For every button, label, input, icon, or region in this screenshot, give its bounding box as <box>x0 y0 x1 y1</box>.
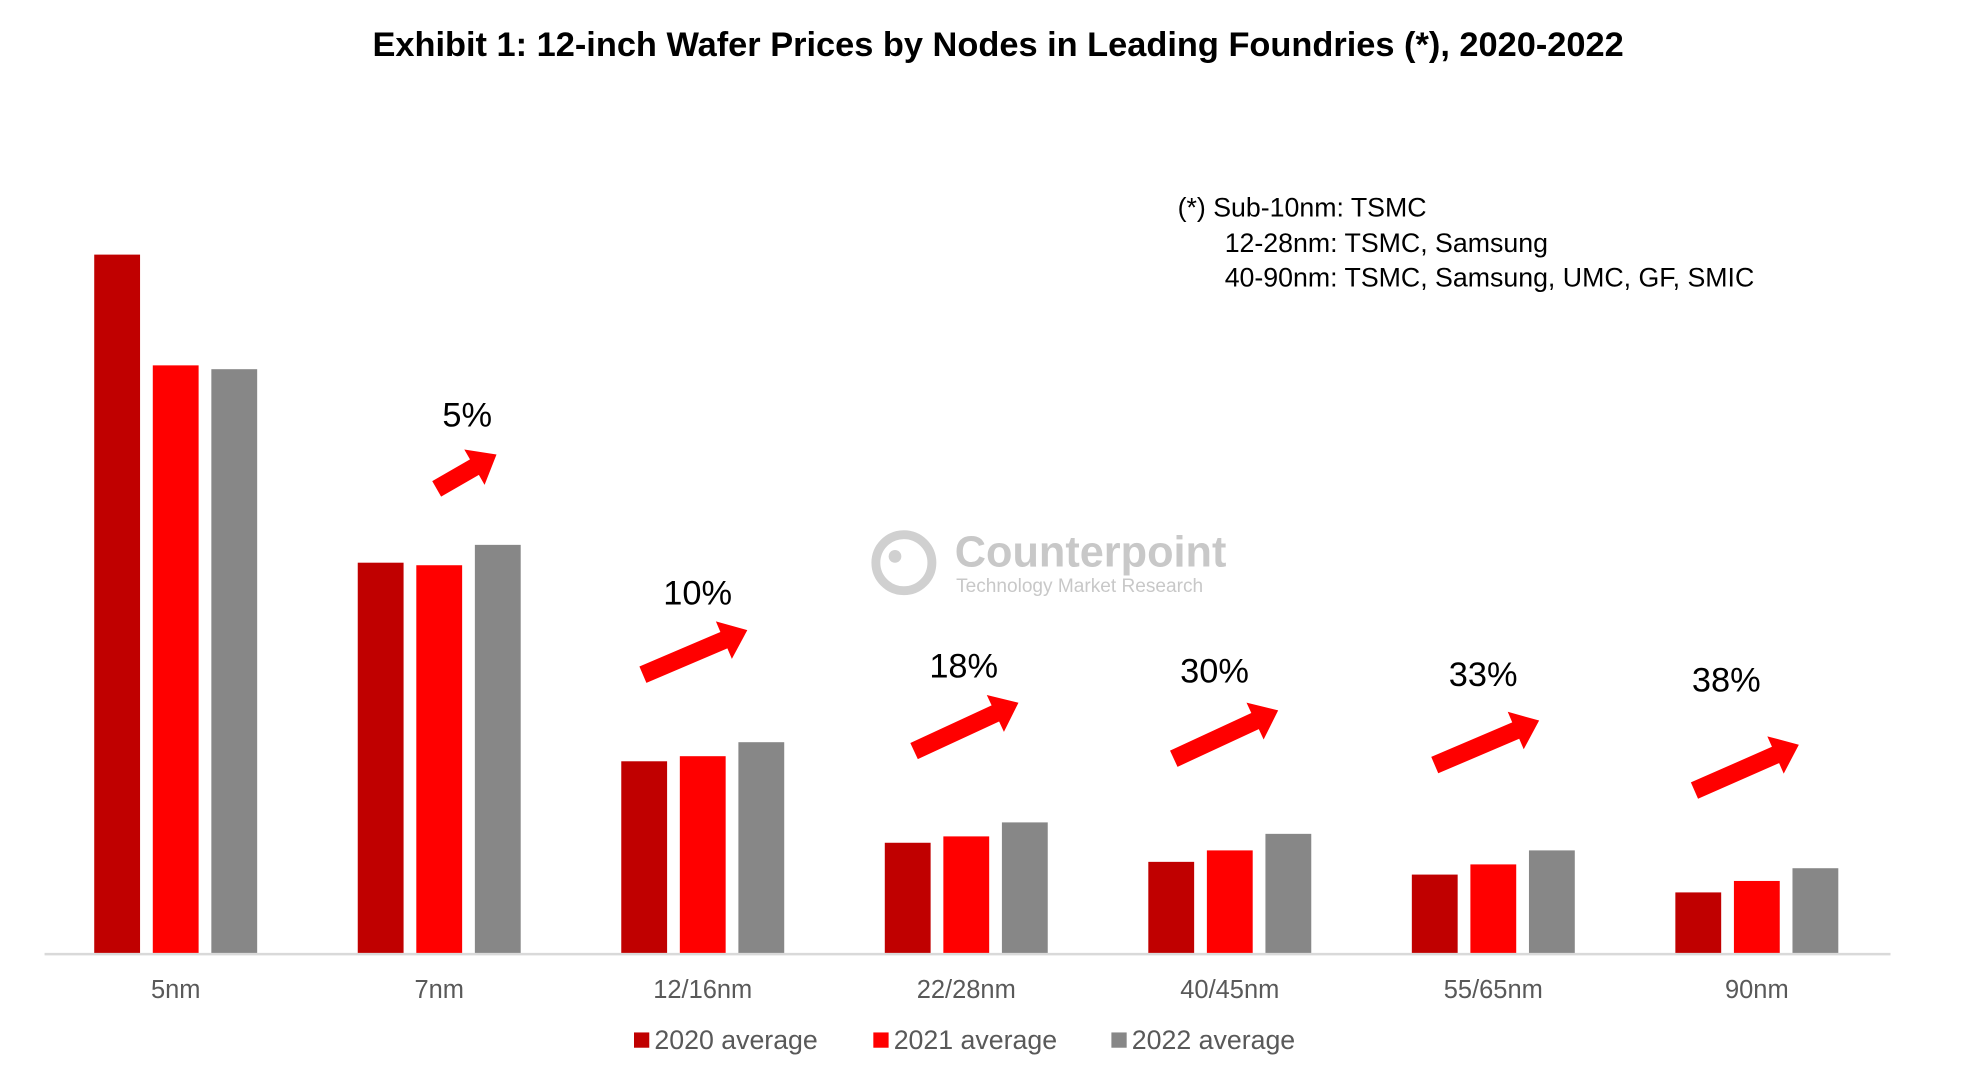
bar-7nm-2021 <box>416 565 463 954</box>
percent-change-label: 5% <box>442 396 492 434</box>
bar-7nm-2022 <box>474 544 521 954</box>
bar-5nm-2020 <box>94 254 141 954</box>
legend: 2020 average 2021 average 2022 average <box>633 1025 1295 1055</box>
bar-22-28nm-2020 <box>884 842 931 954</box>
legend-swatch <box>873 1032 889 1048</box>
legend-label: 2021 average <box>894 1025 1057 1055</box>
x-tick-label: 5nm <box>151 976 201 1004</box>
up-arrow-icon <box>1170 702 1279 767</box>
counterpoint-logo-dot <box>888 549 902 563</box>
up-arrow-icon <box>432 449 497 497</box>
up-arrow-icon <box>1431 711 1540 774</box>
x-tick-label: 22/28nm <box>917 976 1016 1004</box>
footnote-line-1: (*) Sub-10nm: TSMC <box>1178 192 1427 222</box>
bar-55-65nm-2021 <box>1470 864 1517 954</box>
bar-90nm-2020 <box>1675 892 1722 954</box>
bar-12-16nm-2021 <box>679 756 726 954</box>
counterpoint-logo-icon <box>871 530 937 596</box>
legend-label: 2020 average <box>654 1025 817 1055</box>
up-arrow-icon <box>1690 736 1799 799</box>
percent-change-label: 38% <box>1692 661 1761 699</box>
bar-5nm-2021 <box>152 365 199 954</box>
chart-title: Exhibit 1: 12-inch Wafer Prices by Nodes… <box>372 26 1623 64</box>
watermark-brand: Counterpoint <box>955 529 1227 577</box>
x-tick-label: 55/65nm <box>1444 976 1543 1004</box>
percent-change-label: 33% <box>1449 656 1518 694</box>
legend-swatch <box>1111 1032 1127 1048</box>
x-tick-label: 40/45nm <box>1180 976 1279 1004</box>
watermark-tagline: Technology Market Research <box>956 576 1203 597</box>
legend-swatch <box>633 1032 650 1048</box>
bar-40-45nm-2022 <box>1265 833 1312 954</box>
percent-change-label: 18% <box>929 647 998 685</box>
x-tick-label: 12/16nm <box>653 976 752 1004</box>
x-tick-label: 7nm <box>414 976 464 1004</box>
watermark: Counterpoint Technology Market Research <box>871 529 1227 597</box>
x-tick-label: 90nm <box>1725 976 1789 1004</box>
bar-40-45nm-2021 <box>1206 850 1253 954</box>
bar-5nm-2022 <box>211 369 258 954</box>
footnote-line-3: 40-90nm: TSMC, Samsung, UMC, GF, SMIC <box>1225 262 1755 292</box>
footnote-line-2: 12-28nm: TSMC, Samsung <box>1225 228 1548 258</box>
bar-40-45nm-2020 <box>1148 861 1195 954</box>
footnote: (*) Sub-10nm: TSMC 12-28nm: TSMC, Samsun… <box>1178 192 1755 292</box>
x-axis-ticks: 5nm 7nm 12/16nm 22/28nm 40/45nm 55/65nm 90nm <box>151 976 1789 1004</box>
bar-90nm-2022 <box>1792 868 1839 954</box>
percent-change-label: 10% <box>663 575 732 613</box>
annotations: 5% 10% 18% 30% 33% 38% <box>432 396 1799 799</box>
bar-55-65nm-2022 <box>1528 850 1575 954</box>
bar-22-28nm-2022 <box>1001 822 1048 954</box>
bar-55-65nm-2020 <box>1411 874 1458 954</box>
up-arrow-icon <box>910 694 1019 760</box>
bar-12-16nm-2020 <box>621 761 668 954</box>
bar-7nm-2020 <box>357 562 404 954</box>
bar-12-16nm-2022 <box>738 742 785 954</box>
up-arrow-icon <box>639 621 748 683</box>
percent-change-label: 30% <box>1180 652 1249 690</box>
bars <box>94 254 1839 954</box>
bar-22-28nm-2021 <box>943 836 990 954</box>
bar-90nm-2021 <box>1733 880 1780 954</box>
legend-label: 2022 average <box>1132 1025 1295 1055</box>
